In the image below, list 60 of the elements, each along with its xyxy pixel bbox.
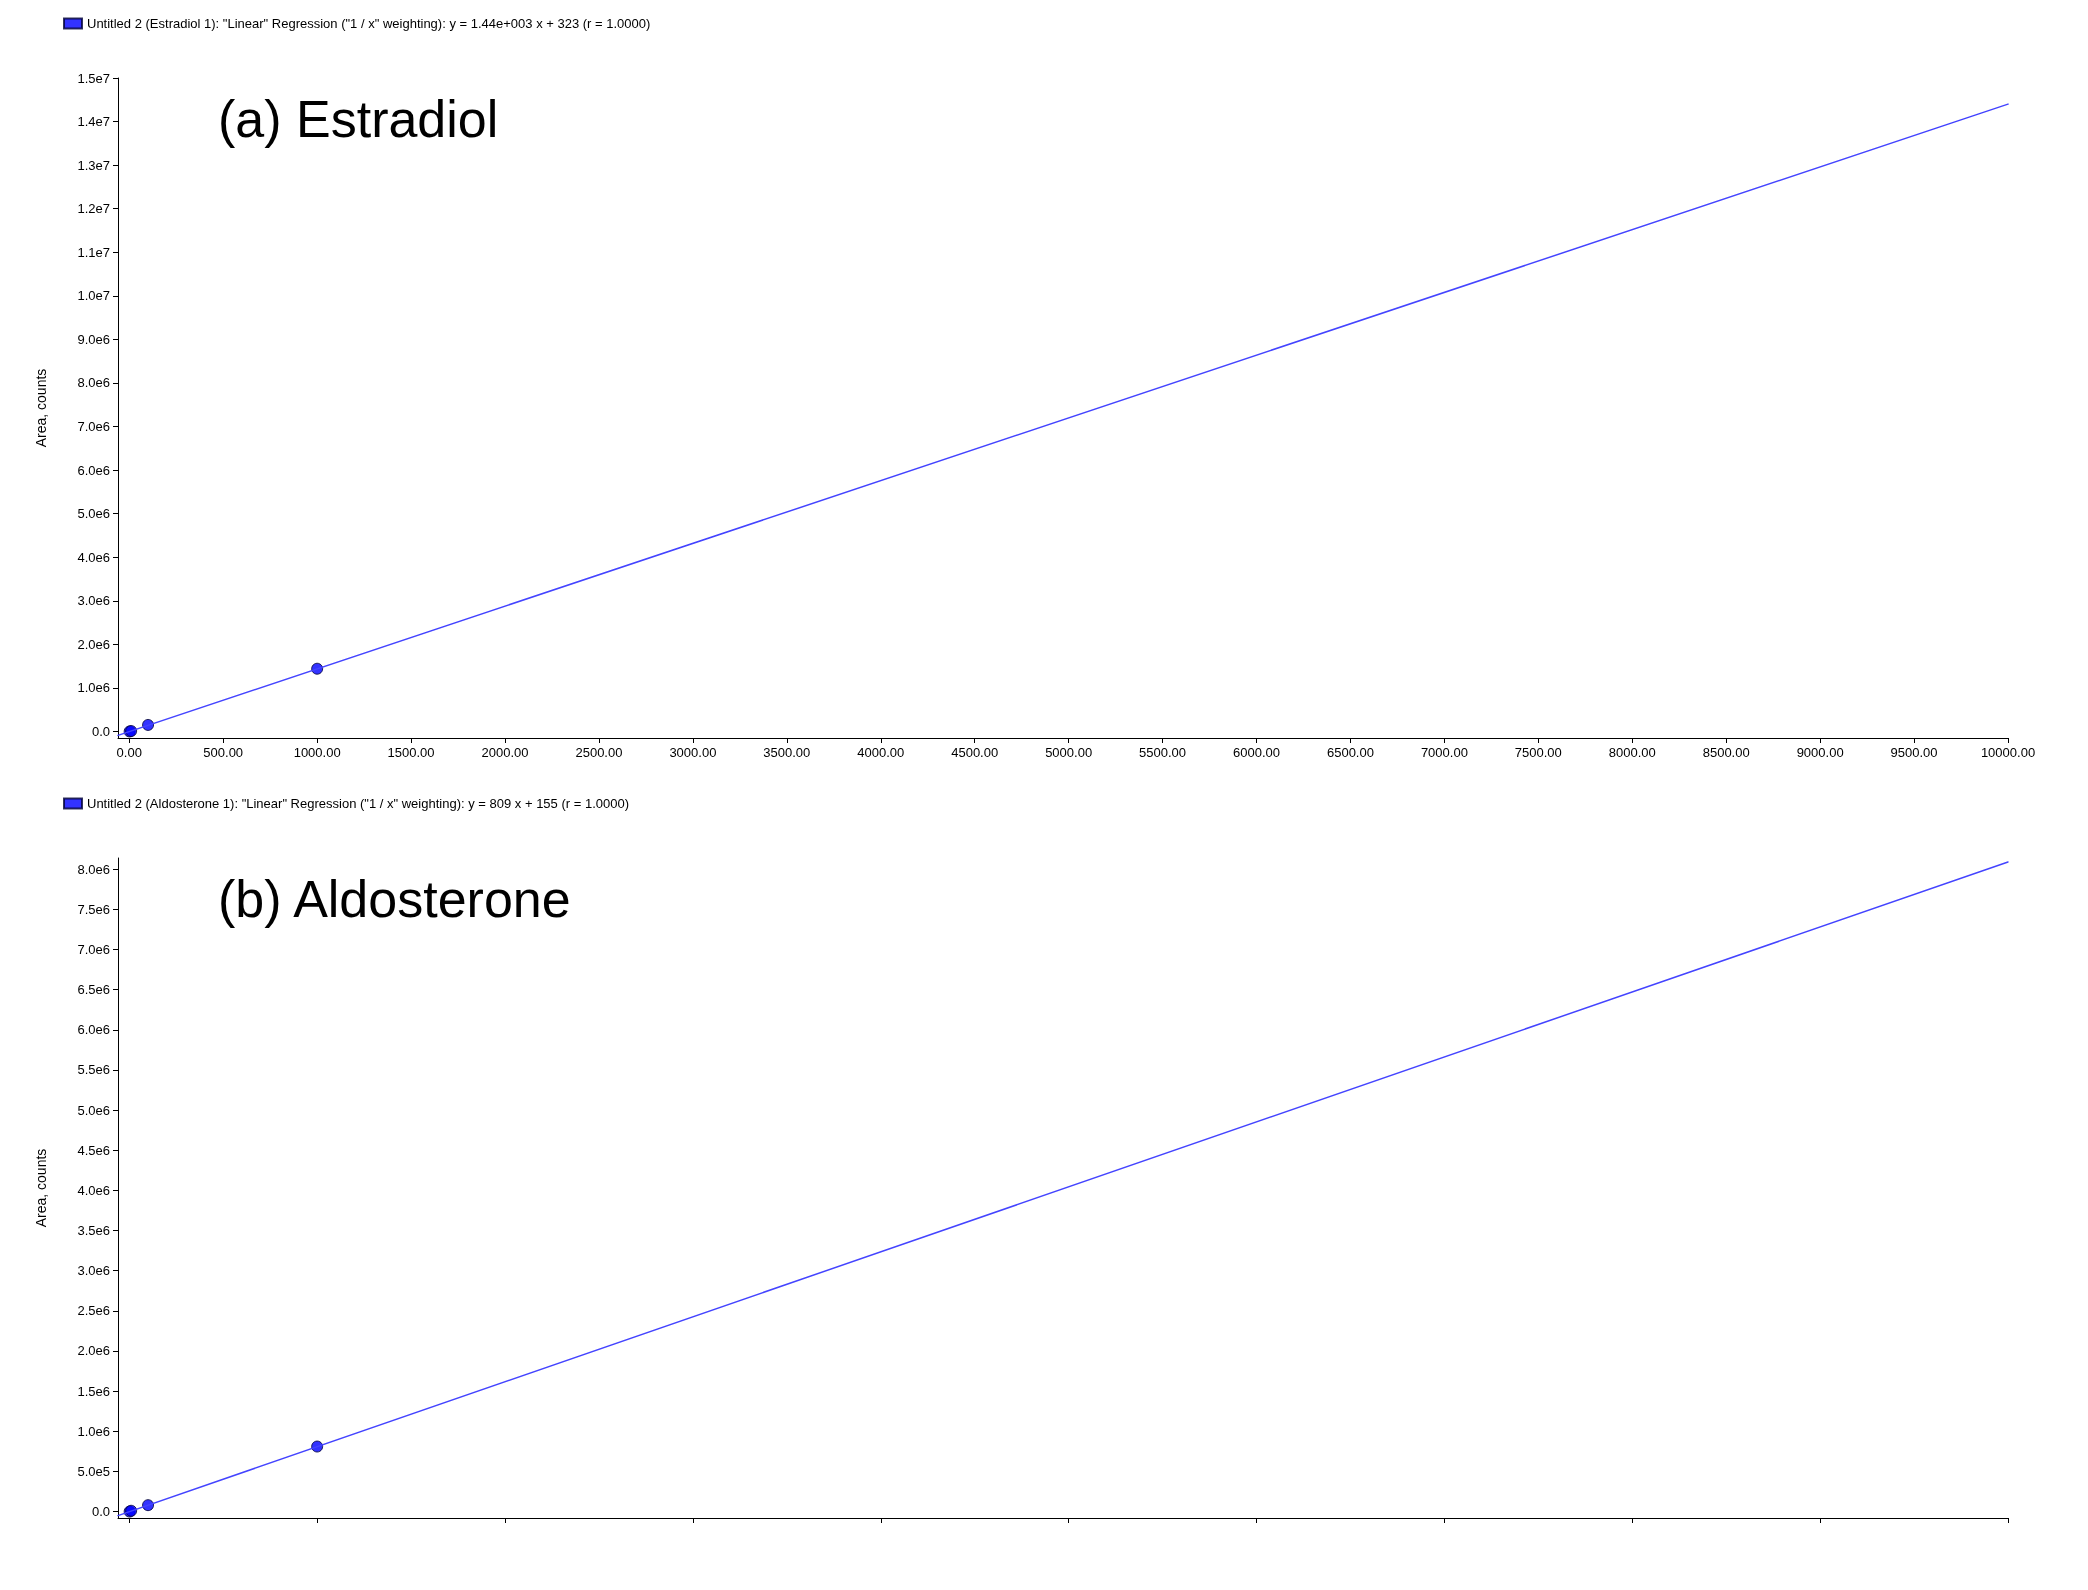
x-tick-label: 1000.00 [293, 745, 341, 760]
x-tick-label: 10000.00 [1980, 745, 2036, 760]
x-tick-label: 2500.00 [575, 745, 623, 760]
y-tick-label: 6.0e6 [77, 1022, 110, 1038]
y-tick-label: 1.3e7 [77, 157, 110, 173]
legend-label: Untitled 2 (Aldosterone 1): "Linear" Regression ("1 / x" weighting): y = 809 x + 155 (r = 1.0000) [87, 796, 629, 811]
y-tick-label: 8.0e6 [77, 861, 110, 877]
legend-label: Untitled 2 (Estradiol 1): "Linear" Regression ("1 / x" weighting): y = 1.44e+003 x + 323 (r = 1.0000) [87, 16, 651, 31]
x-tick-label: 3500.00 [763, 745, 811, 760]
y-tick-label: 5.5e6 [77, 1062, 110, 1078]
y-tick-label: 4.5e6 [77, 1142, 110, 1158]
x-tick-label: 9000.00 [1796, 745, 1844, 760]
y-tick-label: 1.5e6 [77, 1383, 110, 1399]
y-tick-label: 1.0e7 [77, 288, 110, 304]
x-tick-label: 6500.00 [1326, 745, 1374, 760]
x-tick-label: 500.00 [203, 745, 244, 760]
y-tick-label: 2.0e6 [77, 636, 110, 652]
y-tick-label: 8.0e6 [77, 375, 110, 391]
y-tick-label: 3.5e6 [77, 1223, 110, 1239]
y-tick-label: 0.0 [91, 1504, 110, 1520]
y-tick-label: 2.5e6 [77, 1303, 110, 1319]
y-tick-label: 2.0e6 [77, 1343, 110, 1359]
x-tick-label: 4000.00 [857, 745, 905, 760]
x-tick-label: 7500.00 [1514, 745, 1562, 760]
y-axis-title: Area, counts [33, 368, 49, 448]
annotation: (b) Aldosterone [218, 870, 571, 928]
x-tick-label: 6000.00 [1233, 745, 1281, 760]
y-tick-label: 7.0e6 [77, 942, 110, 958]
x-tick-label: 8000.00 [1608, 745, 1656, 760]
y-tick-label: 1.1e7 [77, 244, 110, 260]
y-tick-label: 0.0 [91, 723, 110, 739]
y-tick-label: 3.0e6 [77, 1263, 110, 1279]
y-tick-label: 5.0e6 [77, 1102, 110, 1118]
y-tick-label: 1.0e6 [77, 680, 110, 696]
y-tick-label: 1.2e7 [77, 201, 110, 217]
y-tick-label: 6.0e6 [77, 462, 110, 478]
x-tick-label: 4500.00 [951, 745, 999, 760]
x-tick-label: 7000.00 [1420, 745, 1468, 760]
y-tick-label: 3.0e6 [77, 593, 110, 609]
y-tick-label: 5.0e6 [77, 506, 110, 522]
x-tick-label: 9500.00 [1890, 745, 1938, 760]
x-tick-label: 1500.00 [387, 745, 435, 760]
y-tick-label: 6.5e6 [77, 982, 110, 998]
y-tick-label: 7.5e6 [77, 901, 110, 917]
y-tick-label: 4.0e6 [77, 1182, 110, 1198]
x-tick-label: 5500.00 [1139, 745, 1187, 760]
y-tick-label: 9.0e6 [77, 331, 110, 347]
y-tick-label: 1.4e7 [77, 114, 110, 130]
y-tick-label: 1.5e7 [77, 70, 110, 86]
y-tick-label: 5.0e5 [77, 1463, 110, 1479]
x-tick-label: 0.00 [116, 745, 142, 760]
x-tick-label: 8500.00 [1702, 745, 1750, 760]
x-tick-label: 3000.00 [669, 745, 717, 760]
x-tick-label: 2000.00 [481, 745, 529, 760]
x-tick-label: 5000.00 [1045, 745, 1093, 760]
annotation: (a) Estradiol [218, 90, 499, 148]
y-tick-label: 4.0e6 [77, 549, 110, 565]
y-axis-title: Area, counts [33, 1148, 49, 1228]
y-tick-label: 7.0e6 [77, 419, 110, 435]
y-tick-label: 1.0e6 [77, 1423, 110, 1439]
